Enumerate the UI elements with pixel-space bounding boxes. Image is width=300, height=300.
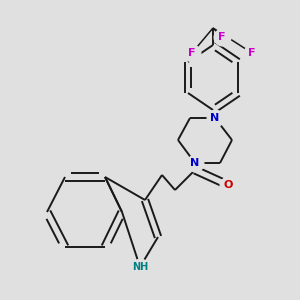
Text: N: N: [190, 158, 200, 168]
Text: O: O: [223, 180, 233, 190]
Text: N: N: [210, 113, 220, 123]
Text: F: F: [248, 48, 256, 58]
Text: NH: NH: [132, 262, 148, 272]
Text: F: F: [218, 32, 226, 42]
Text: F: F: [188, 48, 196, 58]
